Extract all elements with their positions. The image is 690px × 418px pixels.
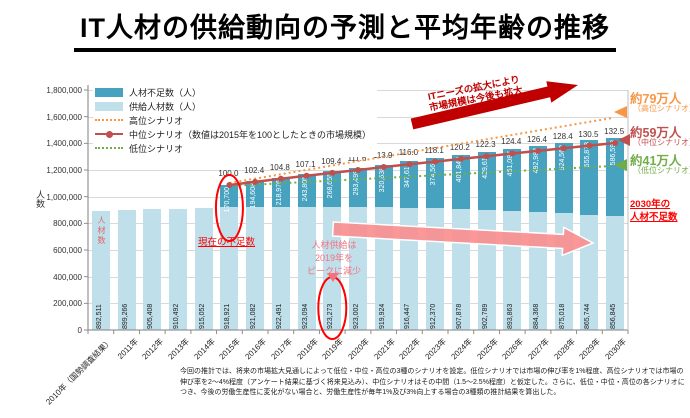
chart-legend: 人材不足数（人） 供給人材数（人） 高位シナリオ 中位シナリオ（数値は2015年… <box>93 83 378 157</box>
shortage-bar-value: 347,611 <box>404 163 412 189</box>
supply-bar <box>271 207 290 330</box>
supply-bar-value: 916,447 <box>404 303 412 329</box>
legend-item-supply: 供給人材数（人） <box>95 99 371 113</box>
supply-bar-value: 918,921 <box>224 303 232 329</box>
supply-bar <box>194 207 213 330</box>
supply-swatch-icon <box>95 101 123 111</box>
supply-bar-value: 910,492 <box>173 303 180 329</box>
footnote: 今回の推計では、将来の市場拡大見通しによって低位・中位・高位の3種のシナリオを設… <box>180 368 685 396</box>
supply-bar <box>91 210 110 330</box>
supply-bar <box>246 207 265 330</box>
legend-label: 中位シナリオ（数値は2015年を100としたときの市場規模） <box>129 129 372 140</box>
supply-bar <box>297 206 316 330</box>
y-tick-label: 1,400,000 <box>46 139 82 149</box>
shortage-bar-value: 374,564 <box>430 160 438 186</box>
shortage-bar-value: 194,608 <box>250 183 258 209</box>
legend-item-low: 低位シナリオ <box>95 141 371 155</box>
shortage-bar-value: 586,598 <box>610 139 618 165</box>
y-tick-label: 1,800,000 <box>46 86 82 95</box>
supply-peak-note: 人材供給は 2019年を ピークに減少 <box>292 239 376 278</box>
shortage-bar-value: 268,655 <box>327 173 335 199</box>
title-bar: IT人材の供給動向の予測と平均年齢の推移 <box>0 6 690 52</box>
legend-label: 低位シナリオ <box>129 143 184 154</box>
page-title: IT人材の供給動向の予測と平均年齢の推移 <box>74 6 616 52</box>
y-tick-label: 1,200,000 <box>46 166 82 175</box>
high-scenario-label: （高位シナリオ） <box>633 104 690 113</box>
y-tick-label: 200,000 <box>53 299 82 309</box>
y-tick-label: 400,000 <box>53 272 82 282</box>
workforce-count-label: 人材数 <box>97 216 106 246</box>
legend-item-shortage: 人材不足数（人） <box>95 85 371 99</box>
supply-bar-value: 856,845 <box>610 303 618 329</box>
peak-note-line1: 人材供給は <box>311 240 357 250</box>
shortage-bar-value: 492,983 <box>533 148 540 174</box>
supply-bar-value: 922,491 <box>275 303 283 329</box>
shortage-bar-value: 524,562 <box>558 145 566 171</box>
shortage-swatch-icon <box>95 87 123 97</box>
y-axis-title: 人数 <box>35 190 45 208</box>
supply-bar-value: 893,863 <box>507 303 515 329</box>
peak-note-line2: 2019年を <box>314 253 354 263</box>
supply-bar-value: 923,002 <box>353 303 360 329</box>
y-tick-label: 1,600,000 <box>46 112 82 122</box>
shortage-bar-value: 243,805 <box>301 176 309 202</box>
supply-bar-value: 884,368 <box>533 303 540 329</box>
supply-bar-value: 923,094 <box>301 303 309 329</box>
low-scenario-value: 約41万人 <box>630 154 682 168</box>
mid-scenario-label: （中位シナリオ） <box>633 138 690 147</box>
y-tick-label: 1,000,000 <box>46 192 82 202</box>
shortage-bar-value: 320,638 <box>378 166 386 192</box>
legend-label: 供給人材数（人） <box>129 101 202 112</box>
supply-bar <box>143 209 162 330</box>
legend-label: 高位シナリオ <box>129 115 184 126</box>
mid-scenario-value: 約59万人 <box>630 126 682 140</box>
low-line-swatch-icon <box>95 147 123 149</box>
supply-bar-value: 919,924 <box>378 303 386 329</box>
shortage-bar-value: 429,611 <box>481 154 489 180</box>
shortage-bar-value: 218,976 <box>275 179 283 206</box>
supply-bar-value: 892,511 <box>95 304 103 329</box>
legend-label: 人材不足数（人） <box>129 87 202 98</box>
supply-bar <box>117 210 136 330</box>
market-index-value: 100.0 <box>218 169 239 178</box>
legend-item-high: 高位シナリオ <box>95 113 371 127</box>
market-index-value: 132.5 <box>604 127 625 136</box>
y-tick-label: 800,000 <box>53 219 82 229</box>
y-tick-label: 600,000 <box>53 246 82 255</box>
shortage-bar-value: 170,700 <box>224 186 232 213</box>
supply-bar-value: 902,789 <box>481 303 489 329</box>
low-scenario-label: （低位シナリオ） <box>633 166 690 175</box>
mid-line-swatch-icon <box>95 131 123 138</box>
market-expansion-note: ITニーズの拡大により 市場規模は今後も拡大 <box>398 69 551 120</box>
supply-bar-value: 907,878 <box>455 303 463 329</box>
high-scenario-value: 約79万人 <box>630 92 682 106</box>
supply-bar-value: 875,018 <box>558 303 566 329</box>
legend-item-mid: 中位シナリオ（数値は2015年を100としたときの市場規模） <box>95 127 371 141</box>
supply-bar-value: 905,408 <box>147 303 155 329</box>
shortage-bar-value: 401,843 <box>455 157 463 183</box>
shortage-2030-note-line1: 2030年の <box>630 199 671 210</box>
supply-bar-value: 923,273 <box>327 303 335 329</box>
supply-bar-value: 921,082 <box>250 303 258 329</box>
shortage-bar <box>246 181 265 208</box>
peak-note-line3: ピークに減少 <box>306 266 361 276</box>
high-line-swatch-icon <box>95 119 123 121</box>
supply-bar-value: 899,266 <box>121 303 129 329</box>
y-tick-label: 0 <box>77 326 82 335</box>
shortage-bar-value: 293,499 <box>353 169 360 196</box>
peak-pointer-icon <box>327 273 339 282</box>
supply-bar-value: 912,370 <box>430 303 438 329</box>
supply-bar <box>169 208 187 330</box>
supply-bar-value: 865,744 <box>584 303 592 329</box>
current-shortage-note: 現在の不足数 <box>198 237 256 248</box>
supply-bar <box>606 215 625 330</box>
shortage-2030-note-line2: 人材不足数 <box>630 212 678 223</box>
shortage-bar-value: 461,087 <box>507 151 515 177</box>
shortage-bar-value: 555,873 <box>584 142 592 168</box>
supply-bar-value: 915,052 <box>198 303 206 329</box>
